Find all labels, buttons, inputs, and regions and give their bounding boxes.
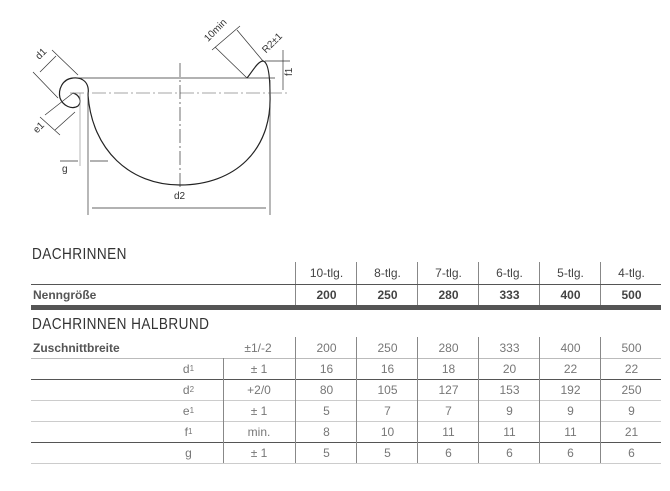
- value-cell: 333: [478, 337, 540, 358]
- tolerance-cell: +2/0: [223, 379, 294, 400]
- value-cell: 153: [478, 379, 540, 400]
- min-label: 10min: [202, 17, 229, 44]
- value-cell: 8: [295, 421, 357, 442]
- nenngroesse-row: Nenngröße 200 250 280 333 400 500: [31, 285, 661, 305]
- radius-label: R2±1: [260, 31, 285, 56]
- value-cell: 500: [600, 337, 662, 358]
- d1-label: d1: [34, 46, 50, 62]
- column-header-row: 10-tlg. 8-tlg. 7-tlg. 6-tlg. 5-tlg. 4-tlg.: [31, 262, 661, 285]
- table-row: Zuschnittbreite ±1/-2 200 250 280 333 400 500: [31, 337, 661, 359]
- value-cell: 333: [478, 285, 540, 305]
- symbol-cell: g: [185, 445, 192, 460]
- column-header: 6-tlg.: [478, 262, 540, 284]
- tolerance-cell: ± 1: [223, 400, 294, 421]
- g-label: g: [62, 164, 68, 175]
- table-row: d 1 ± 1 16 16 18 20 22 22: [31, 358, 661, 380]
- gutter-profile: [87, 60, 271, 186]
- value-cell: 20: [478, 358, 540, 379]
- symbol-subscript: 1: [187, 427, 193, 436]
- value-cell: 9: [600, 400, 662, 421]
- column-header: 7-tlg.: [417, 262, 479, 284]
- row-label: Zuschnittbreite: [33, 340, 120, 355]
- column-header: 8-tlg.: [356, 262, 418, 284]
- table-row: d 2 +2/0 80 105 127 153 192 250: [31, 379, 661, 401]
- symbol-subscript: 1: [189, 406, 195, 415]
- value-cell: 7: [356, 400, 418, 421]
- value-cell: 80: [295, 379, 357, 400]
- value-cell: 9: [478, 400, 540, 421]
- tolerance-cell: ± 1: [223, 358, 294, 379]
- table-row: f 1 min. 8 10 11 11 11 21: [31, 421, 661, 443]
- row-label: Nenngröße: [33, 288, 97, 302]
- f1-label: f1: [284, 67, 295, 76]
- value-cell: 7: [417, 400, 479, 421]
- value-cell: 5: [295, 400, 357, 421]
- value-cell: 192: [539, 379, 601, 400]
- value-cell: 9: [539, 400, 601, 421]
- symbol-subscript: 2: [189, 385, 195, 394]
- section-title-dachrinnen: DACHRINNEN: [32, 246, 127, 263]
- value-cell: 127: [417, 379, 479, 400]
- value-cell: 21: [600, 421, 662, 442]
- value-cell: 22: [600, 358, 662, 379]
- value-cell: 16: [295, 358, 357, 379]
- value-cell: 200: [295, 337, 357, 358]
- d2-label: d2: [174, 191, 186, 202]
- value-cell: 16: [356, 358, 418, 379]
- value-cell: 11: [539, 421, 601, 442]
- value-cell: 105: [356, 379, 418, 400]
- value-cell: 22: [539, 358, 601, 379]
- e1-label: e1: [31, 120, 47, 136]
- value-cell: 280: [417, 337, 479, 358]
- value-cell: 11: [417, 421, 479, 442]
- gutter-cross-section-diagram: d2 g f1 d1 e1 10min R2±1: [31, 17, 295, 215]
- section-divider: [31, 305, 661, 310]
- section-title-halbrund: DACHRINNEN HALBRUND: [32, 316, 210, 333]
- value-cell: 5: [295, 442, 357, 463]
- column-header: 4-tlg.: [600, 262, 662, 284]
- tolerance-cell: ±1/-2: [244, 340, 272, 355]
- value-cell: 400: [539, 337, 601, 358]
- symbol-subscript: 1: [189, 364, 195, 373]
- value-cell: 500: [600, 285, 662, 305]
- value-cell: 250: [356, 285, 418, 305]
- value-cell: 250: [356, 337, 418, 358]
- value-cell: 6: [478, 442, 540, 463]
- value-cell: 6: [417, 442, 479, 463]
- value-cell: 250: [600, 379, 662, 400]
- value-cell: 280: [417, 285, 479, 305]
- value-cell: 10: [356, 421, 418, 442]
- value-cell: 6: [539, 442, 601, 463]
- tolerance-cell: min.: [223, 421, 294, 442]
- value-cell: 11: [478, 421, 540, 442]
- column-header: 5-tlg.: [539, 262, 601, 284]
- value-cell: 400: [539, 285, 601, 305]
- value-cell: 5: [356, 442, 418, 463]
- value-cell: 200: [295, 285, 357, 305]
- column-header: 10-tlg.: [295, 262, 357, 284]
- tolerance-cell: ± 1: [223, 442, 294, 463]
- value-cell: 6: [600, 442, 662, 463]
- value-cell: 18: [417, 358, 479, 379]
